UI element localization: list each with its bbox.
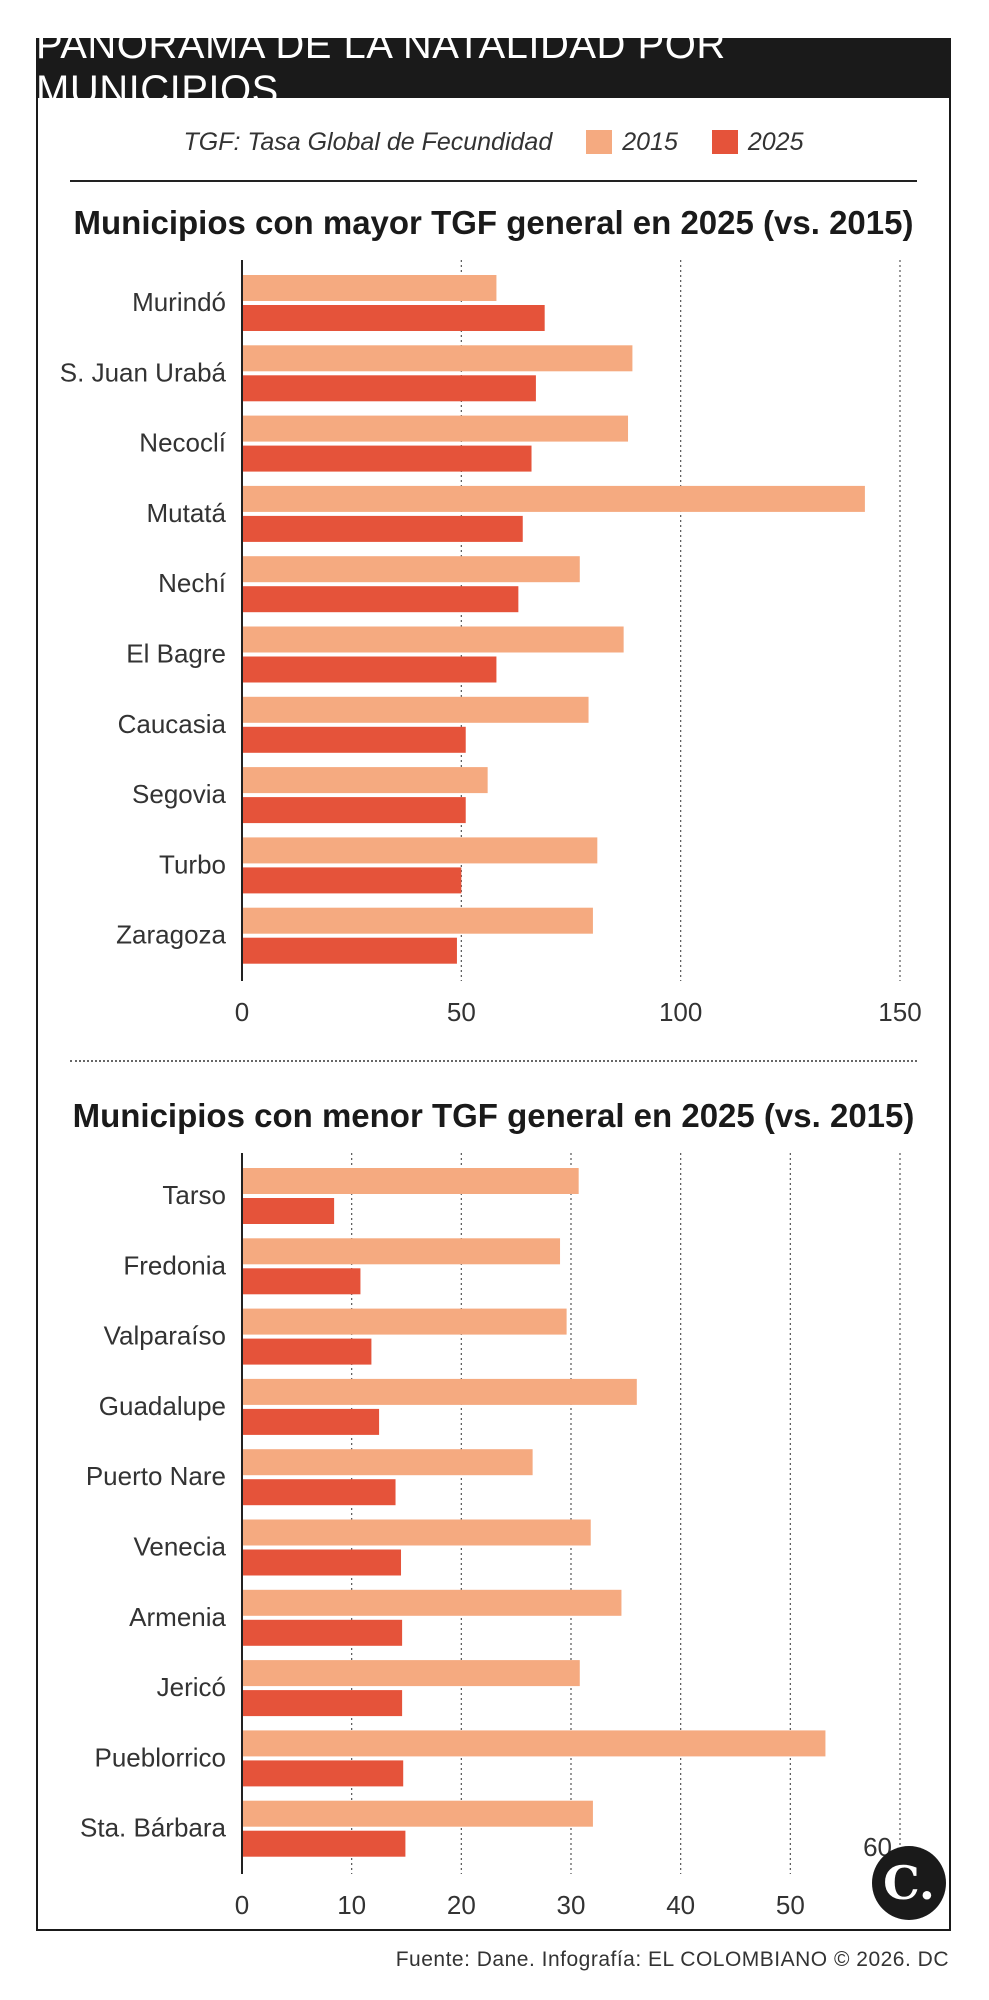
category-label: Turbo [159, 849, 226, 879]
bar-2015 [242, 696, 589, 723]
chart-bottom: Tarso Fredonia Valparaíso Guadalupe Puerto N… [80, 1153, 901, 1920]
category-label: Pueblorrico [94, 1742, 226, 1772]
bar-2025 [242, 1690, 403, 1717]
bar-2025 [242, 797, 466, 824]
bar-2015 [242, 1730, 826, 1757]
chart-title-top: Municipios con mayor TGF general en 2025… [73, 204, 914, 241]
category-label: Armenia [129, 1602, 226, 1632]
x-tick-label: 40 [666, 1890, 695, 1920]
category-label: Tarso [162, 1180, 226, 1210]
bar-2025 [242, 1268, 361, 1295]
bar-2025 [242, 1479, 396, 1506]
section-divider [70, 1060, 917, 1062]
bar-2015 [242, 1449, 533, 1476]
x-tick-label: 30 [557, 1890, 586, 1920]
bar-2015 [242, 1660, 580, 1687]
bar-2025 [242, 867, 462, 894]
legend: TGF: Tasa Global de Fecundidad 2015 2025 [36, 120, 951, 164]
chart-top: Murindó S. Juan Urabá Necoclí Mutatá Nechí El… [60, 260, 922, 1027]
legend-text-2025: 2025 [747, 127, 804, 156]
category-label: S. Juan Urabá [60, 357, 227, 387]
header-divider [70, 180, 917, 182]
bar-2025 [242, 515, 523, 542]
legend-text-2015: 2015 [622, 127, 678, 156]
legend-swatch-2025 [711, 130, 738, 154]
category-label: Puerto Nare [86, 1461, 226, 1491]
x-tick-label: 50 [447, 997, 476, 1027]
category-label: Sta. Bárbara [80, 1813, 227, 1843]
category-label: Valparaíso [104, 1321, 226, 1351]
bar-2025 [242, 1830, 406, 1857]
category-label: Necoclí [139, 428, 226, 458]
logo: C. [872, 1846, 946, 1920]
bar-2015 [242, 1589, 622, 1616]
bar-2025 [242, 375, 536, 402]
bar-2025 [242, 1549, 402, 1576]
bar-2015 [242, 626, 624, 653]
x-tick-label: 10 [337, 1890, 366, 1920]
bar-2015 [242, 1308, 567, 1335]
category-label: Venecia [133, 1532, 226, 1562]
bar-2025 [242, 1760, 404, 1787]
category-label: Jericó [157, 1672, 226, 1702]
category-label: Segovia [132, 779, 226, 809]
category-label: Guadalupe [99, 1391, 226, 1421]
bar-2025 [242, 937, 457, 964]
bar-2025 [242, 656, 497, 683]
x-tick-label: 100 [659, 997, 702, 1027]
bar-2015 [242, 1800, 593, 1827]
category-label: Mutatá [147, 498, 227, 528]
bar-2025 [242, 1198, 335, 1224]
bar-2015 [242, 345, 633, 372]
bar-2025 [242, 586, 519, 613]
bar-2015 [242, 1378, 637, 1405]
bar-2015 [242, 837, 598, 864]
legend-label: TGF: Tasa Global de Fecundidad [183, 127, 553, 156]
page-title: PANORAMA DE LA NATALIDAD POR MUNICIPIOS [36, 23, 951, 112]
bar-2015 [242, 1168, 579, 1194]
bar-2025 [242, 1619, 403, 1646]
bar-2025 [242, 305, 545, 331]
bar-2025 [242, 726, 466, 753]
x-tick-label: 0 [235, 997, 249, 1027]
category-label: El Bagre [126, 639, 226, 669]
bar-2015 [242, 556, 580, 583]
bar-2015 [242, 415, 629, 442]
bar-2025 [242, 1338, 372, 1365]
category-label: Fredonia [123, 1250, 226, 1280]
legend-swatch-2015 [586, 130, 613, 154]
category-label: Caucasia [118, 709, 227, 739]
bar-2015 [242, 1519, 591, 1546]
chart-title-bottom: Municipios con menor TGF general en 2025… [72, 1097, 915, 1134]
bar-2025 [242, 1408, 380, 1435]
category-label: Nechí [158, 568, 227, 598]
x-tick-label: 20 [447, 1890, 476, 1920]
category-label: Zaragoza [116, 920, 226, 950]
x-tick-label: 150 [878, 997, 921, 1027]
bar-2025 [242, 445, 532, 472]
bar-2015 [242, 1238, 561, 1265]
bar-2015 [242, 907, 593, 934]
legend-item-2015: 2015 [586, 128, 678, 157]
infographic-frame [36, 38, 951, 1931]
x-tick-label: 50 [776, 1890, 805, 1920]
logo-text: C. [883, 1856, 935, 1910]
bar-2015 [242, 485, 865, 512]
source-credit: Fuente: Dane. Infografía: EL COLOMBIANO … [395, 1948, 949, 1971]
bar-2015 [242, 275, 497, 301]
category-label: Murindó [132, 287, 226, 317]
legend-item-2025: 2025 [711, 127, 804, 157]
x-tick-label: 0 [235, 1890, 249, 1920]
bar-2015 [242, 767, 488, 794]
